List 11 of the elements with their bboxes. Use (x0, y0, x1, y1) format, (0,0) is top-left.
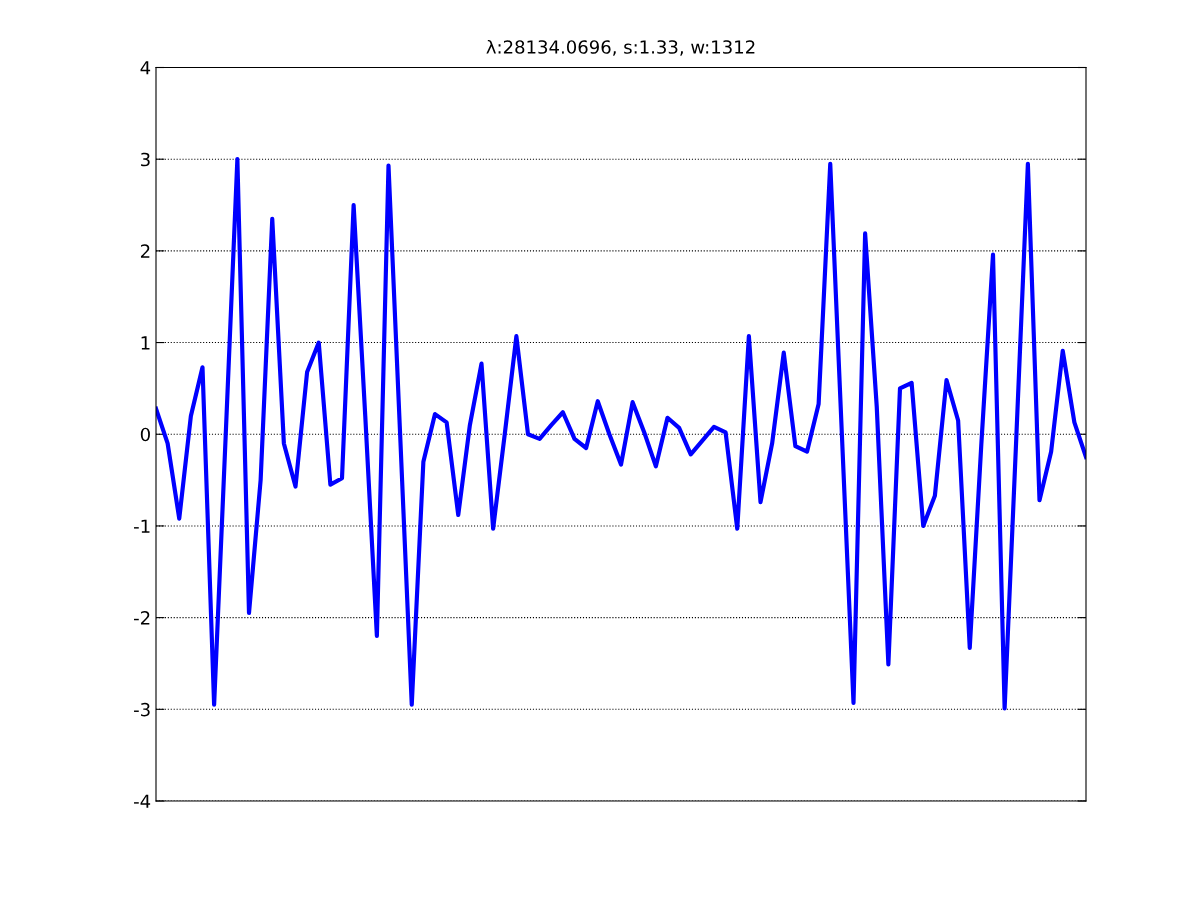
y-tick-label: -4 (134, 794, 151, 808)
y-tick-label: 1 (141, 336, 150, 350)
y-tick-label: -1 (134, 519, 150, 533)
y-tick-label: 4 (140, 61, 151, 75)
y-tick-label: -3 (134, 702, 150, 717)
y-tick-label: 2 (140, 244, 150, 258)
y-tick-label: -2 (134, 611, 150, 625)
y-tick-label: 0 (140, 427, 150, 442)
y-tick-label: 3 (141, 152, 150, 167)
chart-title: λ:28134.0696, s:1.33, w:1312 (486, 39, 755, 56)
line-series (156, 157, 1086, 711)
